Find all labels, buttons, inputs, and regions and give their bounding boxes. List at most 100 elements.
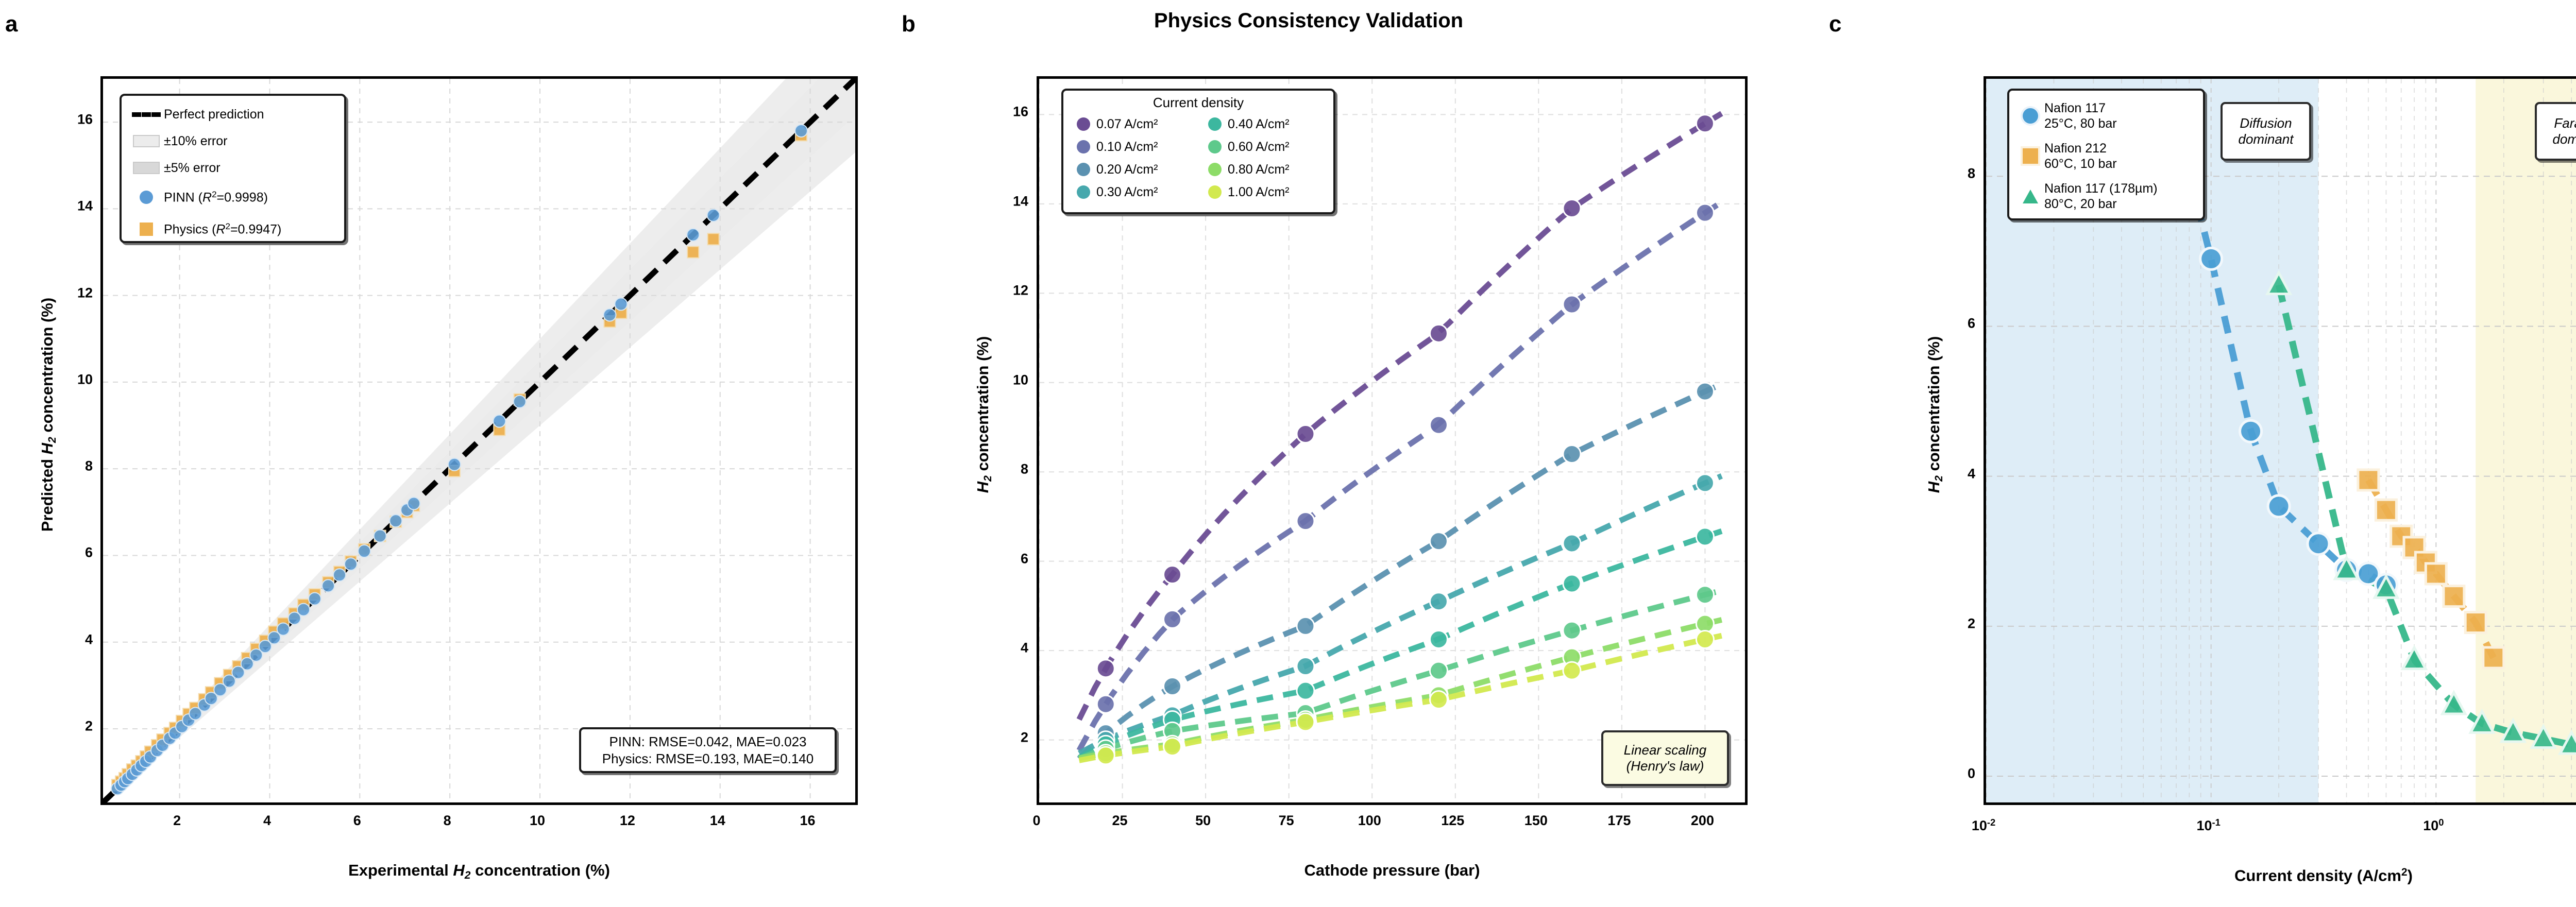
square-marker-icon: [129, 223, 164, 236]
circle-marker-icon: [2016, 108, 2044, 124]
panel-a-xlabel: Experimental H2 concentration (%): [100, 861, 858, 882]
panel-b: b Physics Consistency Validation 2 4 6 8 10 1…: [896, 0, 1824, 907]
ytick-label: 8: [1967, 165, 1975, 181]
legend-label-line1: Nafion 212: [2044, 141, 2107, 156]
legend-label: 0.30 A/cm²: [1096, 184, 1158, 199]
ytick-label: 8: [84, 458, 93, 474]
legend-item-cd-4[interactable]: 0.40 A/cm²: [1202, 113, 1326, 135]
ytick-label: 14: [77, 198, 93, 214]
xtick-label: 200: [1690, 813, 1714, 828]
ytick-label: 8: [1020, 461, 1028, 477]
legend-label: 0.10 A/cm²: [1096, 139, 1158, 154]
xtick-label: 0: [1032, 813, 1041, 828]
legend-item-cd-6[interactable]: 0.80 A/cm²: [1202, 158, 1326, 181]
panel-a: a 2 4 6 8 10 12 14 16 2 4 6 8 10 12 14 16 Predicted H2…: [0, 0, 896, 907]
h2-symbol: H2: [1925, 475, 1945, 493]
ytick-label: 16: [77, 111, 93, 127]
legend-item-error-5[interactable]: ±5% error: [129, 155, 337, 181]
dashed-line-icon: [129, 112, 164, 117]
legend-item-cd-7[interactable]: 1.00 A/cm²: [1202, 181, 1326, 203]
legend-item-cd-5[interactable]: 0.60 A/cm²: [1202, 135, 1326, 158]
panel-c-xlabel: Current density (A/cm2): [1984, 866, 2576, 885]
panel-c-xlabel-prefix: Current density (A/cm: [2234, 866, 2401, 885]
panel-c-ylabel-suffix: concentration (%): [1925, 336, 1943, 476]
legend-item-nafion-117-25c[interactable]: Nafion 117 25°C, 80 bar: [2016, 96, 2196, 136]
panel-c-xlabel-suffix: ): [2407, 866, 2413, 885]
annotation-line-2: (Henry's law): [1626, 758, 1704, 774]
legend-label-line2: 60°C, 10 bar: [2044, 157, 2117, 171]
circle-marker-icon: [1071, 163, 1096, 176]
annotation-line-1: Faradaic: [2554, 115, 2576, 131]
legend-label-line2: 80°C, 20 bar: [2044, 197, 2117, 211]
ytick-label: 14: [1012, 193, 1028, 209]
xtick-label: 8: [443, 813, 451, 828]
circle-marker-icon: [129, 191, 164, 204]
panel-c-legend[interactable]: Nafion 117 25°C, 80 bar Nafion 212 60°C,…: [2007, 89, 2205, 220]
legend-label: PINN (R2=0.9998): [164, 189, 268, 205]
panel-a-ylabel-prefix: Predicted: [38, 454, 56, 532]
panel-a-xlabel-prefix: Experimental: [348, 861, 453, 879]
legend-label: 1.00 A/cm²: [1228, 184, 1290, 199]
h2-symbol: H2: [38, 437, 58, 455]
h2-symbol: H2: [974, 475, 994, 493]
xtick-label: 75: [1278, 813, 1294, 828]
xtick-label: 10-2: [1971, 817, 1996, 834]
panel-b-ylabel: H2 concentration (%): [974, 67, 994, 762]
legend-item-nafion-117-178um[interactable]: Nafion 117 (178µm) 80°C, 20 bar: [2016, 176, 2196, 216]
legend-label: ±5% error: [164, 160, 221, 175]
panel-a-ylabel-suffix: concentration (%): [38, 297, 56, 437]
circle-marker-icon: [1202, 140, 1228, 153]
panel-a-xlabel-suffix: concentration (%): [470, 861, 610, 879]
stats-line-pinn: PINN: RMSE=0.042, MAE=0.023: [609, 734, 807, 749]
ytick-label: 2: [1020, 729, 1028, 745]
legend-label: ±10% error: [164, 133, 228, 148]
panel-a-stats-box: PINN: RMSE=0.042, MAE=0.023 Physics: RMS…: [579, 727, 837, 773]
xtick-label: 4: [263, 813, 271, 828]
ytick-label: 6: [1967, 315, 1975, 331]
xtick-label: 16: [800, 813, 816, 828]
legend-item-cd-2[interactable]: 0.20 A/cm²: [1071, 158, 1195, 181]
legend-label: Physics (R2=0.9947): [164, 221, 282, 237]
legend-label: 0.07 A/cm²: [1096, 116, 1158, 131]
legend-label: 0.80 A/cm²: [1228, 162, 1290, 177]
panel-b-letter: b: [902, 11, 916, 37]
panel-a-legend[interactable]: Perfect prediction ±10% error ±5% error …: [120, 94, 346, 243]
ytick-label: 10: [77, 371, 93, 387]
triangle-marker-icon: [2016, 189, 2044, 203]
band-swatch-icon: [129, 162, 164, 174]
legend-item-nafion-212-60c[interactable]: Nafion 212 60°C, 10 bar: [2016, 136, 2196, 176]
xtick-label: 150: [1524, 813, 1548, 828]
legend-item-perfect-prediction[interactable]: Perfect prediction: [129, 101, 337, 128]
legend-item-physics[interactable]: Physics (R2=0.9947): [129, 213, 337, 245]
ytick-label: 16: [1012, 104, 1028, 119]
legend-item-cd-0[interactable]: 0.07 A/cm²: [1071, 113, 1195, 135]
panel-c-annotation-faradaic-dominant: Faradaic dominant: [2535, 102, 2576, 161]
legend-item-pinn[interactable]: PINN (R2=0.9998): [129, 181, 337, 213]
ytick-label: 6: [84, 544, 93, 560]
xtick-label: 100: [1358, 813, 1381, 828]
band-swatch-icon: [129, 135, 164, 147]
circle-marker-icon: [1071, 185, 1096, 199]
legend-label: 0.40 A/cm²: [1228, 116, 1290, 131]
panel-c-letter: c: [1829, 11, 1842, 37]
legend-item-cd-1[interactable]: 0.10 A/cm²: [1071, 135, 1195, 158]
h2-symbol: H2: [453, 861, 471, 881]
annotation-line-1: Diffusion: [2240, 115, 2292, 131]
panel-a-letter: a: [5, 11, 18, 37]
ytick-label: 2: [1967, 615, 1975, 631]
xtick-label: 25: [1112, 813, 1128, 828]
xtick-label: 6: [353, 813, 361, 828]
panel-b-annotation-linear-scaling: Linear scaling (Henry's law): [1601, 730, 1729, 786]
legend-label: Perfect prediction: [164, 107, 264, 122]
xtick-label: 14: [709, 813, 725, 828]
circle-marker-icon: [1071, 117, 1096, 131]
panel-c-ylabel: H2 concentration (%): [1925, 67, 1945, 762]
panel-b-legend[interactable]: Current density 0.07 A/cm² 0.10 A/cm² 0.…: [1061, 89, 1335, 214]
legend-item-error-10[interactable]: ±10% error: [129, 128, 337, 155]
annotation-line-2: dominant: [2552, 131, 2576, 147]
legend-item-cd-3[interactable]: 0.30 A/cm²: [1071, 181, 1195, 203]
legend-label-line2: 25°C, 80 bar: [2044, 116, 2117, 131]
xtick-label: 10-1: [2196, 817, 2221, 834]
